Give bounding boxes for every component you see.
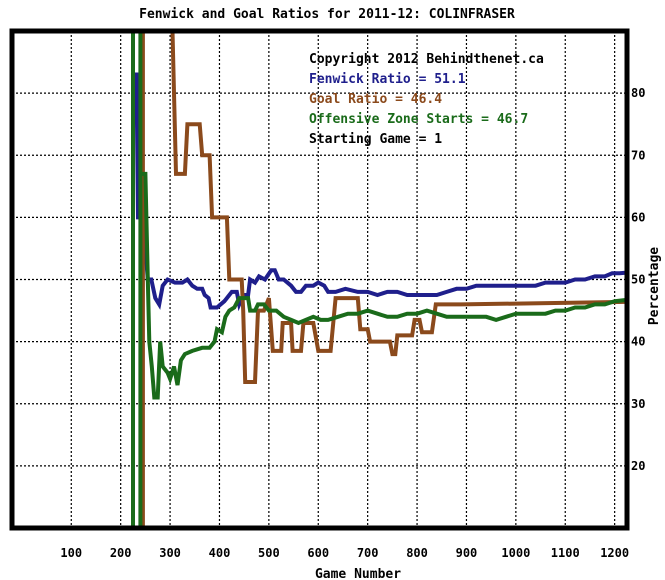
x-axis-label: Game Number [315,567,401,580]
y-tick-label: 80 [631,86,645,100]
series-line-offensive-zone-starts [131,29,626,528]
plot-frame [9,28,630,531]
x-tick-label: 900 [456,546,478,560]
legend-entry: Fenwick Ratio = 51.1 [309,72,466,87]
x-tick-label: 1000 [501,546,530,560]
x-tick-label: 300 [159,546,181,560]
x-tick-label: 200 [110,546,132,560]
y-tick-label: 70 [631,148,645,162]
chart-title: Fenwick and Goal Ratios for 2011-12: COL… [139,7,515,22]
x-tick-label: 1200 [600,546,629,560]
y-axis-ticks: 20 30 40 50 60 70 80 [631,86,645,473]
x-tick-label: 700 [357,546,379,560]
legend-entry: Starting Game = 1 [309,132,442,147]
series-line-goal-ratio [140,29,626,528]
x-tick-label: 400 [209,546,231,560]
series-line-fenwick-ratio [133,72,626,312]
y-axis-label: Percentage [647,247,662,325]
y-tick-label: 40 [631,335,645,349]
y-tick-label: 50 [631,273,645,287]
legend-entry: Offensive Zone Starts = 46.7 [309,112,528,127]
x-tick-label: 100 [60,546,82,560]
y-tick-label: 60 [631,210,645,224]
legend-entry: Goal Ratio = 46.4 [309,92,442,107]
series-layer [131,29,626,528]
grid [12,31,627,528]
y-tick-label: 30 [631,397,645,411]
legend-entry: Copyright 2012 Behindthenet.ca [309,52,544,67]
legend: Copyright 2012 Behindthenet.ca Fenwick Ra… [309,52,544,147]
x-tick-label: 500 [258,546,280,560]
x-axis-ticks: 100 200 300 400 500 600 700 800 900 1000 1100 1200 [60,546,629,560]
x-tick-label: 600 [307,546,329,560]
x-tick-label: 1100 [551,546,580,560]
x-tick-label: 800 [406,546,428,560]
y-tick-label: 20 [631,459,645,473]
